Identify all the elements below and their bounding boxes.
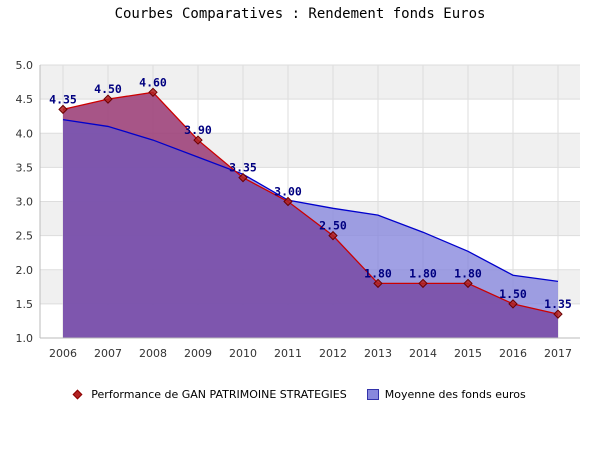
- data-label: 2.50: [319, 219, 347, 233]
- y-tick-label: 4.0: [16, 127, 34, 140]
- x-tick-label: 2016: [499, 347, 527, 360]
- x-tick-label: 2008: [139, 347, 167, 360]
- y-tick-label: 1.5: [16, 298, 34, 311]
- data-labels: 4.35 4.50 4.60 3.90 3.35 3.00 2.50 1.80 1.80 1.80…: [49, 75, 572, 311]
- x-tick-label: 2015: [454, 347, 482, 360]
- axes: 1.0 1.5 2.0 2.5 3.0 3.5 4.0 4.5 5.0 2006 2007 2008 2…: [16, 59, 580, 360]
- x-tick-label: 2009: [184, 347, 212, 360]
- performance-marker: [418, 278, 428, 289]
- performance-marker: [463, 278, 473, 289]
- data-label: 3.90: [184, 123, 212, 137]
- data-label: 1.80: [409, 266, 437, 280]
- performance-marker: [58, 104, 68, 115]
- performance-marker: [553, 309, 563, 319]
- data-label: 4.50: [94, 82, 122, 96]
- average-line: [62, 118, 559, 282]
- performance-marker: [238, 172, 248, 183]
- x-tick-label: 2006: [49, 347, 77, 360]
- performance-marker: [328, 230, 338, 241]
- performance-marker: [508, 299, 518, 309]
- data-label: 1.35: [544, 297, 572, 311]
- performance-marker: [373, 278, 383, 289]
- data-label: 1.50: [499, 287, 527, 301]
- legend-label-performance: Performance de GAN PATRIMOINE STRATEGIES: [91, 388, 347, 401]
- x-tick-label: 2011: [274, 347, 302, 360]
- overlap-shade: [63, 92, 558, 338]
- x-tick-label: 2017: [544, 347, 572, 360]
- data-label: 4.60: [139, 75, 167, 89]
- legend-item-performance: Performance de GAN PATRIMOINE STRATEGIES: [72, 388, 347, 401]
- performance-marker: [283, 196, 293, 207]
- legend: Performance de GAN PATRIMOINE STRATEGIES…: [0, 388, 600, 401]
- series-areas: [62, 91, 559, 338]
- legend-label-average: Moyenne des fonds euros: [384, 388, 526, 401]
- y-tick-label: 3.0: [16, 196, 34, 209]
- x-tick-label: 2014: [409, 347, 437, 360]
- chart-title: Courbes Comparatives : Rendement fonds E…: [114, 6, 486, 22]
- y-tick-label: 2.0: [16, 264, 34, 277]
- legend-diamond-icon: [72, 389, 83, 400]
- data-label: 1.80: [364, 266, 392, 280]
- data-label: 1.80: [454, 266, 482, 280]
- legend-swatch-icon: [366, 389, 379, 400]
- y-tick-label: 4.5: [16, 93, 34, 106]
- data-label: 4.35: [49, 92, 77, 106]
- performance-marker: [148, 87, 158, 98]
- background-band: [40, 65, 580, 100]
- legend-item-average: Moyenne des fonds euros: [366, 388, 526, 401]
- data-label: 3.35: [229, 161, 257, 175]
- x-tick-label: 2007: [94, 347, 122, 360]
- y-tick-label: 5.0: [16, 59, 34, 72]
- performance-marker: [103, 94, 113, 104]
- x-tick-label: 2012: [319, 347, 347, 360]
- x-tick-label: 2013: [364, 347, 392, 360]
- data-label: 3.00: [274, 185, 302, 199]
- x-tick-label: 2010: [229, 347, 257, 360]
- y-tick-label: 1.0: [16, 332, 34, 345]
- performance-line: [62, 91, 559, 315]
- y-tick-label: 3.5: [16, 161, 34, 174]
- performance-marker: [193, 135, 203, 145]
- y-tick-label: 2.5: [16, 230, 34, 243]
- series-markers: [58, 87, 563, 319]
